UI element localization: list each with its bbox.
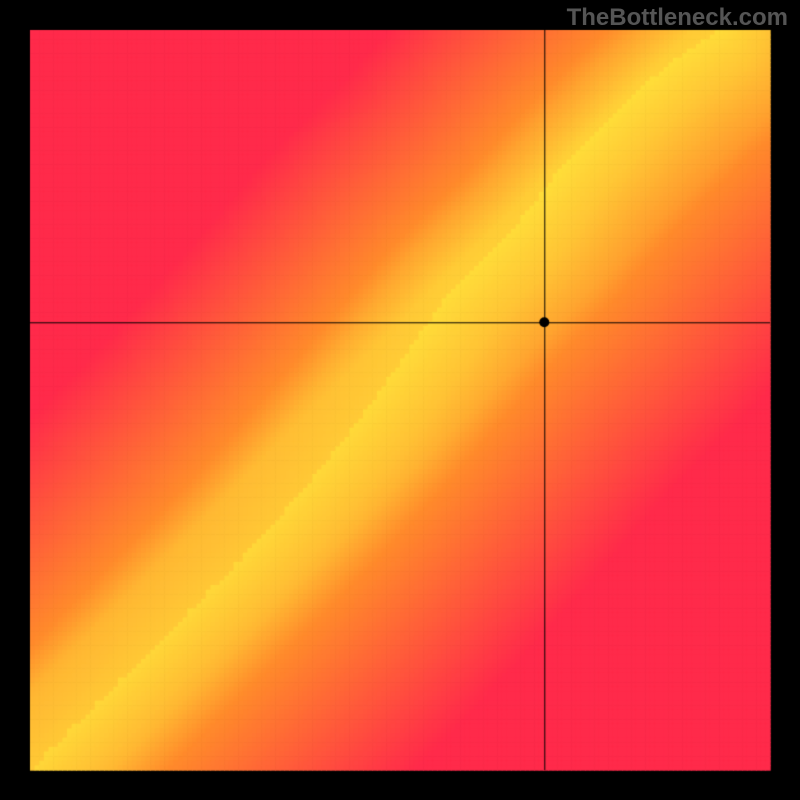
watermark-text: TheBottleneck.com (567, 4, 788, 32)
chart-container: TheBottleneck.com (0, 0, 800, 800)
bottleneck-heatmap (0, 0, 800, 800)
